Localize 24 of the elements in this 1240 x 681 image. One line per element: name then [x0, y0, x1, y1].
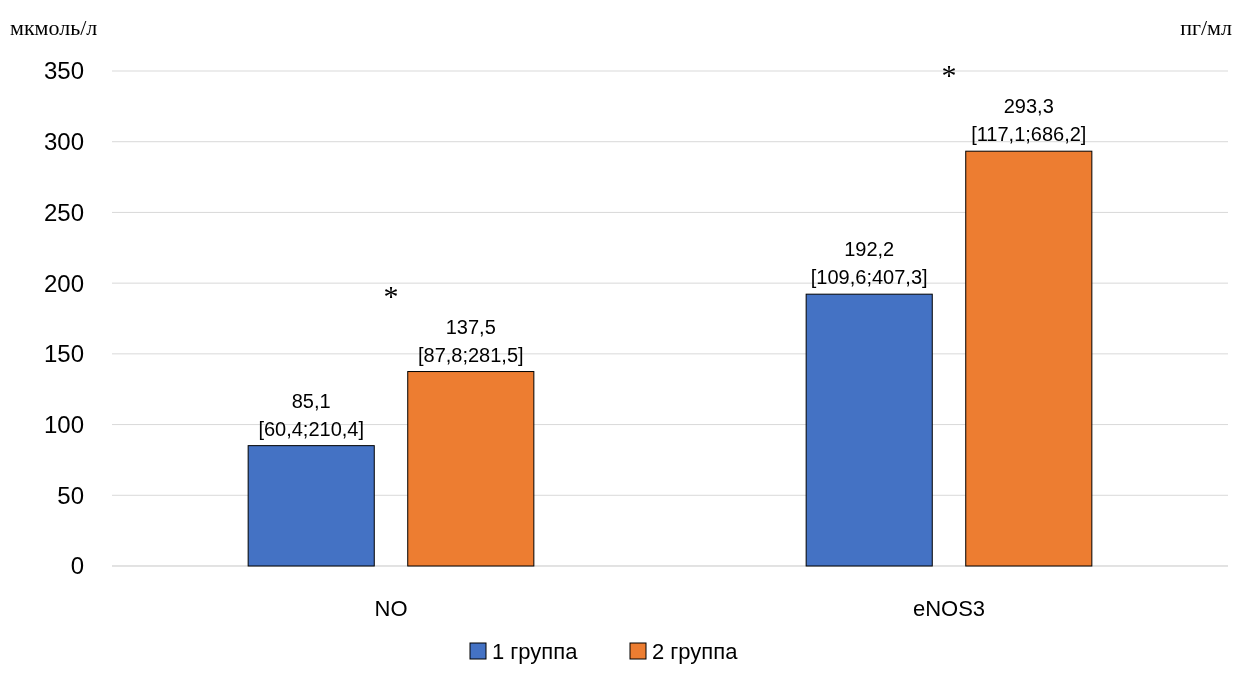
y-tick-label: 350: [43, 57, 84, 85]
annotation: *: [383, 278, 399, 312]
y-tick-label: 200: [43, 269, 84, 297]
x-tick-label: NO: [374, 596, 408, 621]
bar: [407, 371, 535, 567]
data-label: 137,5 [87,8;281,5]: [417, 315, 524, 366]
y-tick-label: 50: [57, 481, 84, 509]
legend-label: 1 группа: [492, 638, 579, 664]
annotation: *: [941, 58, 957, 92]
bar: [247, 445, 375, 567]
y-tick-label: 100: [43, 410, 84, 438]
bar: [965, 150, 1093, 567]
bar: [805, 293, 933, 567]
y-tick-label: 0: [70, 552, 84, 580]
y-tick-label: 300: [43, 128, 84, 156]
y2-axis-title: пг/мл: [1180, 15, 1233, 40]
data-label: 85,1 [60,4;210,4]: [258, 389, 365, 440]
y-axis-title: мкмоль/л: [10, 15, 98, 40]
legend-label: 2 группа: [652, 638, 739, 664]
y-tick-label: 150: [43, 340, 84, 368]
data-label: 293,3 [117,1;686,2]: [971, 95, 1087, 146]
data-label: 192,2 [109,6;407,3]: [810, 238, 928, 289]
x-tick-label: eNOS3: [912, 596, 986, 621]
y-tick-label: 250: [43, 198, 84, 226]
